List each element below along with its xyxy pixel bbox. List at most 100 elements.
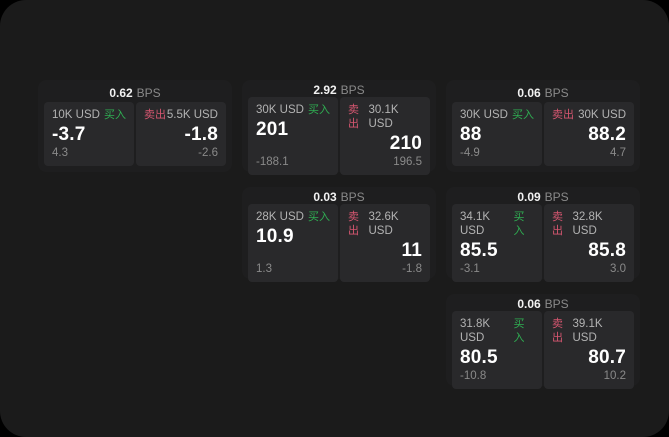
quote-card-4: 0.03 BPS 28K USD 买入 10.9 1.3 卖出 32.6K US… [242, 187, 436, 282]
sell-price: 210 [389, 133, 422, 154]
quote-card-body: 30K USD 买入 201 -188.1 卖出 30.1K USD 210 1… [242, 97, 436, 181]
quote-card-1: 0.62 BPS 10K USD 买入 -3.7 4.3 卖出 5.5K USD… [38, 80, 232, 172]
buy-quote-tile[interactable]: 30K USD 买入 88 -4.9 [452, 102, 542, 166]
buy-tile-header: 30K USD 买入 [460, 108, 534, 122]
bps-value: 0.06 [517, 297, 541, 311]
sell-price: 88.2 [588, 124, 626, 145]
sell-label: 卖出 [552, 211, 563, 237]
buy-notional: 30K USD [460, 109, 508, 121]
bps-value: 0.06 [517, 85, 541, 100]
quote-card-body: 31.8K USD 买入 80.5 -10.8 卖出 39.1K USD 80.… [446, 311, 640, 395]
buy-label: 买入 [308, 211, 330, 223]
buy-label: 买入 [512, 109, 534, 121]
buy-notional: 31.8K USD [460, 318, 491, 344]
sell-sub-value: 3.0 [610, 263, 626, 275]
quote-card-3: 0.06 BPS 30K USD 买入 88 -4.9 卖出 30K USD 8… [446, 80, 640, 172]
bps-unit-label: BPS [544, 190, 569, 204]
buy-tile-header: 30K USD 买入 [256, 103, 330, 117]
bps-unit-label: BPS [544, 297, 569, 311]
buy-price: 85.5 [460, 240, 498, 261]
buy-notional: 34.1K USD [460, 211, 491, 237]
sell-label: 卖出 [144, 109, 166, 121]
bps-unit-label: BPS [136, 85, 161, 100]
sell-quote-tile[interactable]: 卖出 39.1K USD 80.7 10.2 [544, 311, 634, 389]
sell-label: 卖出 [552, 109, 574, 121]
sell-price: -1.8 [184, 124, 218, 145]
buy-sub-value: -3.1 [460, 263, 480, 275]
sell-price: 85.8 [588, 240, 626, 261]
buy-sub-value: 4.3 [52, 147, 68, 159]
buy-quote-tile[interactable]: 28K USD 买入 10.9 1.3 [248, 204, 338, 282]
buy-label: 买入 [513, 211, 525, 237]
buy-notional: 28K USD [256, 211, 304, 223]
buy-quote-tile[interactable]: 10K USD 买入 -3.7 4.3 [44, 102, 134, 166]
sell-sub-value: 10.2 [603, 370, 626, 382]
buy-notional: 10K USD [52, 109, 100, 121]
sell-notional: 30.1K USD [368, 104, 399, 130]
sell-sub-value: 196.5 [393, 156, 422, 168]
sell-label: 卖出 [552, 318, 563, 344]
sell-tile-header: 卖出 30K USD [552, 108, 626, 122]
quote-card-body: 10K USD 买入 -3.7 4.3 卖出 5.5K USD -1.8 -2.… [38, 102, 232, 172]
sell-sub-value: -2.6 [198, 147, 218, 159]
buy-price: 10.9 [256, 226, 294, 247]
buy-notional: 30K USD [256, 104, 304, 116]
buy-label: 买入 [308, 104, 330, 116]
sell-sub-value: -1.8 [402, 263, 422, 275]
sell-price: 11 [401, 240, 422, 261]
buy-tile-header: 34.1K USD 买入 [460, 210, 534, 238]
sell-notional: 39.1K USD [572, 318, 603, 344]
sell-quote-tile[interactable]: 卖出 32.8K USD 85.8 3.0 [544, 204, 634, 282]
buy-tile-header: 10K USD 买入 [52, 108, 126, 122]
bps-unit-label: BPS [544, 85, 569, 100]
bps-value: 0.09 [517, 190, 541, 204]
quote-card-2: 2.92 BPS 30K USD 买入 201 -188.1 卖出 30.1K … [242, 80, 436, 175]
sell-quote-tile[interactable]: 卖出 5.5K USD -1.8 -2.6 [136, 102, 226, 166]
buy-label: 买入 [513, 318, 525, 344]
buy-tile-header: 31.8K USD 买入 [460, 317, 534, 345]
sell-tile-header: 卖出 39.1K USD [552, 317, 626, 345]
buy-sub-value: -4.9 [460, 147, 480, 159]
bps-header: 0.06 BPS [446, 294, 640, 311]
buy-quote-tile[interactable]: 31.8K USD 买入 80.5 -10.8 [452, 311, 542, 389]
sell-quote-tile[interactable]: 卖出 30K USD 88.2 4.7 [544, 102, 634, 166]
sell-label: 卖出 [348, 104, 359, 130]
bps-unit-label: BPS [340, 190, 365, 204]
buy-price: 80.5 [460, 347, 498, 368]
bps-header: 0.62 BPS [38, 80, 232, 102]
quote-card-body: 34.1K USD 买入 85.5 -3.1 卖出 32.8K USD 85.8… [446, 204, 640, 288]
sell-label: 卖出 [348, 211, 359, 237]
quote-cards-grid: 0.62 BPS 10K USD 买入 -3.7 4.3 卖出 5.5K USD… [38, 80, 640, 389]
buy-label: 买入 [104, 109, 126, 121]
bps-header: 0.06 BPS [446, 80, 640, 102]
bps-header: 0.09 BPS [446, 187, 640, 204]
buy-sub-value: -188.1 [256, 156, 289, 168]
bps-value: 0.03 [313, 190, 337, 204]
sell-notional: 32.6K USD [368, 211, 399, 237]
sell-sub-value: 4.7 [610, 147, 626, 159]
buy-price: -3.7 [52, 124, 86, 145]
sell-notional: 32.8K USD [572, 211, 603, 237]
bps-header: 0.03 BPS [242, 187, 436, 204]
quote-card-body: 28K USD 买入 10.9 1.3 卖出 32.6K USD 11 -1.8 [242, 204, 436, 288]
buy-sub-value: 1.3 [256, 263, 272, 275]
sell-notional: 30K USD [578, 109, 626, 121]
sell-price: 80.7 [588, 347, 626, 368]
buy-quote-tile[interactable]: 30K USD 买入 201 -188.1 [248, 97, 338, 175]
buy-quote-tile[interactable]: 34.1K USD 买入 85.5 -3.1 [452, 204, 542, 282]
buy-sub-value: -10.8 [460, 370, 487, 382]
bps-value: 2.92 [313, 83, 337, 97]
sell-notional: 5.5K USD [166, 109, 218, 121]
sell-tile-header: 卖出 32.8K USD [552, 210, 626, 238]
buy-tile-header: 28K USD 买入 [256, 210, 330, 224]
buy-price: 201 [256, 119, 289, 140]
sell-quote-tile[interactable]: 卖出 30.1K USD 210 196.5 [340, 97, 430, 175]
bps-value: 0.62 [109, 85, 133, 100]
sell-tile-header: 卖出 32.6K USD [348, 210, 422, 238]
sell-tile-header: 卖出 5.5K USD [144, 108, 218, 122]
quote-card-5: 0.09 BPS 34.1K USD 买入 85.5 -3.1 卖出 32.8K… [446, 187, 640, 282]
sell-quote-tile[interactable]: 卖出 32.6K USD 11 -1.8 [340, 204, 430, 282]
sell-tile-header: 卖出 30.1K USD [348, 103, 422, 131]
bps-unit-label: BPS [340, 83, 365, 97]
quote-card-6: 0.06 BPS 31.8K USD 买入 80.5 -10.8 卖出 39.1… [446, 294, 640, 389]
